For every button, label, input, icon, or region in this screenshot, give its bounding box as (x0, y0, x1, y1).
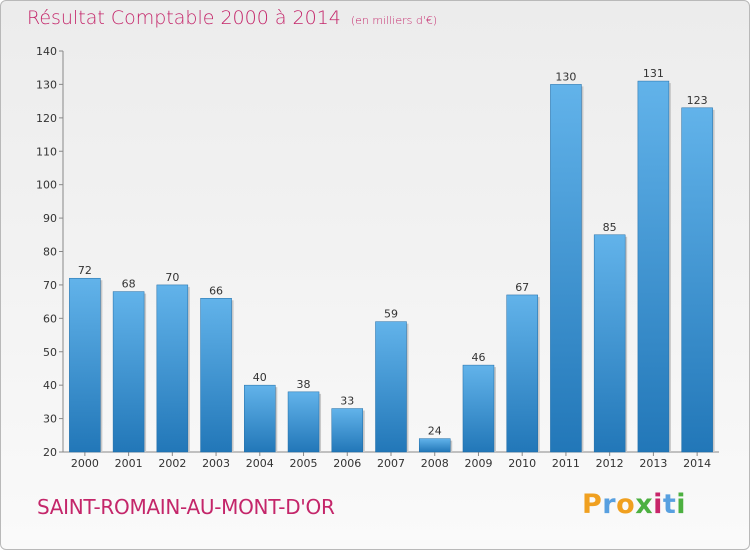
x-tick-label: 2014 (683, 457, 711, 470)
x-tick-label: 2004 (246, 457, 274, 470)
x-tick-label: 2005 (290, 457, 318, 470)
y-tick-label: 100 (36, 179, 57, 192)
logo-letter: r (602, 489, 617, 520)
bar (550, 84, 582, 453)
bar-value-label: 72 (78, 264, 92, 277)
y-tick-label: 30 (43, 413, 57, 426)
y-tick-label: 80 (43, 246, 57, 259)
y-tick-label: 90 (43, 212, 57, 225)
logo-letter: x (635, 489, 654, 520)
bar (200, 298, 232, 453)
bar (156, 284, 189, 453)
x-tick-label: 2008 (421, 457, 449, 470)
commune-name: SAINT-ROMAIN-AU-MONT-D'OR (37, 495, 335, 519)
proxiti-logo: Proxiti (582, 489, 686, 520)
bar (331, 408, 364, 453)
logo-letter: i (653, 489, 663, 520)
bar-value-label: 40 (253, 371, 267, 384)
x-tick-label: 2003 (202, 457, 230, 470)
bar (69, 277, 101, 453)
bar (287, 391, 320, 453)
x-tick-label: 2001 (115, 457, 143, 470)
x-tick-label: 2000 (71, 457, 99, 470)
bar-value-label: 123 (687, 94, 708, 107)
y-tick-label: 60 (43, 312, 57, 325)
bar (418, 438, 451, 453)
chart-title: Résultat Comptable 2000 à 2014 (en millie… (27, 7, 437, 29)
x-tick-label: 2012 (596, 457, 624, 470)
x-tick-label: 2013 (639, 457, 667, 470)
logo-letter: i (676, 489, 687, 520)
bar-value-label: 130 (555, 70, 576, 83)
logo-letter: t (662, 489, 677, 520)
y-tick-label: 70 (43, 279, 57, 292)
bar (375, 321, 407, 453)
bar-value-label: 38 (297, 378, 311, 391)
y-tick-label: 120 (36, 112, 57, 125)
bar-value-label: 68 (122, 278, 136, 291)
bar (637, 80, 670, 453)
bar (244, 384, 276, 453)
bar (506, 294, 538, 453)
bar (462, 364, 495, 453)
y-tick-label: 110 (36, 145, 57, 158)
bar-value-label: 24 (428, 425, 442, 438)
x-tick-label: 2007 (377, 457, 405, 470)
bar-value-label: 59 (384, 308, 398, 321)
bar (593, 234, 626, 453)
logo-letter: o (616, 489, 636, 520)
y-tick-label: 140 (36, 45, 57, 58)
bar-value-label: 70 (165, 271, 179, 284)
x-tick-label: 2006 (333, 457, 361, 470)
y-tick-label: 50 (43, 346, 57, 359)
bar-value-label: 33 (340, 395, 354, 408)
bar-value-label: 66 (209, 284, 223, 297)
y-tick-label: 40 (43, 379, 57, 392)
chart-title-text: Résultat Comptable 2000 à 2014 (27, 7, 341, 29)
bar-value-label: 131 (643, 67, 664, 80)
y-tick-label: 130 (36, 78, 57, 91)
logo-letter: P (582, 489, 603, 520)
bar (112, 291, 145, 453)
bar-value-label: 85 (603, 221, 617, 234)
y-tick-label: 20 (43, 446, 57, 459)
bar-value-label: 67 (515, 281, 529, 294)
x-tick-label: 2009 (464, 457, 492, 470)
bar-value-label: 46 (471, 351, 485, 364)
x-tick-label: 2002 (158, 457, 186, 470)
x-tick-label: 2010 (508, 457, 536, 470)
x-tick-label: 2011 (552, 457, 580, 470)
chart-subtitle: (en milliers d'€) (350, 14, 438, 27)
bar (681, 107, 713, 453)
